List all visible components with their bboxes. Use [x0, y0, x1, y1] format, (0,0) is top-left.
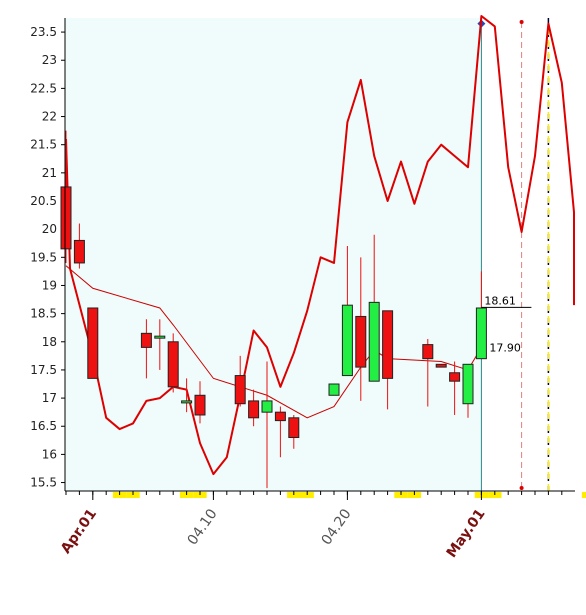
candlestick-series	[60, 130, 487, 489]
candle-body	[60, 186, 72, 250]
candle	[475, 271, 487, 360]
candle	[60, 130, 72, 263]
y-tick-label: 22	[42, 110, 57, 124]
candle-body	[368, 301, 380, 382]
candle-body	[288, 417, 300, 439]
candle	[435, 363, 447, 368]
candle	[355, 257, 367, 401]
y-tick-label: 18	[42, 335, 57, 349]
candle	[328, 383, 340, 396]
candle	[154, 319, 166, 370]
axes	[64, 18, 575, 495]
y-tick-label: 20	[42, 222, 57, 236]
candle-body	[167, 341, 179, 388]
y-tick-label: 21.5	[30, 138, 57, 152]
x-tick-label: May.01	[444, 506, 489, 561]
y-ticks: 15.5 16 16.5 17 17.5 18 18.5 19 19.5 20 20.5 21 21.5…	[30, 25, 65, 490]
projection-line	[65, 15, 575, 476]
x-tick-label: 04.10	[185, 506, 221, 548]
y-tick-label: 21	[42, 166, 57, 180]
candle-body	[382, 310, 394, 379]
label-17-90: 17.90	[489, 341, 521, 354]
candle-body	[435, 363, 447, 368]
candle-body	[181, 400, 193, 404]
candle	[73, 223, 85, 269]
data-labels: 18.61 17.90	[481, 294, 532, 354]
weekend-marker	[581, 492, 586, 498]
candle	[248, 389, 260, 427]
candle	[449, 361, 461, 415]
y-tick-label: 23	[42, 53, 57, 67]
candle-body	[73, 239, 85, 264]
weekend-markers	[112, 492, 586, 498]
candle	[422, 338, 434, 407]
candle-body	[328, 383, 340, 396]
y-tick-label: 15.5	[30, 476, 57, 490]
plot-background	[65, 18, 482, 491]
x-ticks: Apr.01 04.10 04.20 May.01	[58, 491, 489, 561]
candle-body	[261, 400, 273, 413]
candle	[234, 355, 246, 407]
y-tick-label: 19.5	[30, 250, 57, 264]
candle	[382, 310, 394, 410]
dashed-line-top-dot	[519, 20, 524, 24]
candle	[87, 307, 99, 379]
candle	[368, 234, 380, 382]
candle-body	[462, 363, 474, 405]
vertical-markers	[477, 18, 550, 491]
y-tick-label: 17	[42, 391, 57, 405]
candle-body	[274, 411, 286, 422]
x-tick-label: Apr.01	[58, 506, 100, 557]
candle-body	[449, 372, 461, 382]
candle	[261, 361, 273, 489]
y-tick-label: 16	[42, 447, 57, 461]
candle-body	[154, 335, 166, 339]
candle	[462, 363, 474, 418]
candle-body	[234, 375, 246, 405]
candle-body	[194, 394, 206, 416]
moving-average-line	[65, 265, 482, 419]
y-tick-label: 23.5	[30, 25, 57, 39]
candle-body	[355, 315, 367, 368]
candle	[167, 333, 179, 393]
candle-body	[475, 307, 487, 360]
candle	[181, 378, 193, 413]
dashed-line-bottom-dot	[519, 486, 524, 490]
y-tick-label: 20.5	[30, 194, 57, 208]
candle	[341, 246, 353, 377]
candle-body	[140, 332, 152, 348]
candle-body	[248, 400, 260, 419]
x-tick-label: 04.20	[319, 506, 355, 548]
candle	[274, 406, 286, 458]
y-tick-label: 19	[42, 278, 57, 292]
y-tick-label: 16.5	[30, 419, 57, 433]
y-tick-label: 18.5	[30, 307, 57, 321]
candle-body	[341, 304, 353, 377]
label-18-61: 18.61	[484, 294, 516, 307]
projection-series	[65, 15, 575, 476]
candle	[288, 414, 300, 449]
y-tick-label: 22.5	[30, 81, 57, 95]
candle-body	[422, 344, 434, 360]
candle-body	[87, 307, 99, 379]
candle	[140, 319, 152, 379]
candle	[194, 381, 206, 424]
y-tick-label: 17.5	[30, 363, 57, 377]
